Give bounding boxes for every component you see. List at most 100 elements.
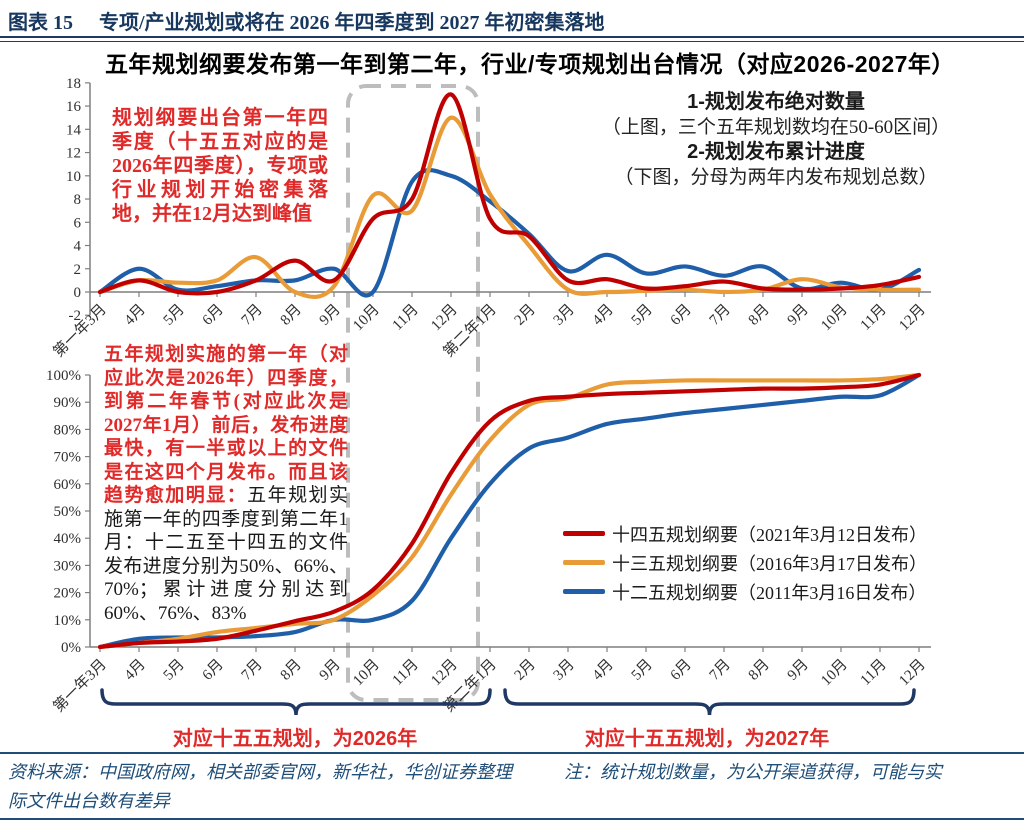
header-rule-thin bbox=[0, 41, 1024, 42]
annotation-right-sub-1: （上图，三个五年规划数均在50-60区间） bbox=[601, 117, 951, 138]
annotation-bottom-left-black: 五年规划实施第一年的四季度到第二年1月：十二五至十四五的文件发布进度分别为50%… bbox=[104, 485, 348, 624]
annotation-right-sub-2: （下图，分母为两年内发布规划总数） bbox=[614, 167, 938, 188]
y-tick-label: 0% bbox=[61, 640, 81, 656]
x-tick-label: 9月 bbox=[785, 657, 812, 684]
x-tick-label: 11月 bbox=[858, 657, 890, 689]
y-tick-label: 10% bbox=[54, 613, 82, 629]
chart-main-title: 五年规划纲要发布第一年到第二年，行业/专项规划出台情况（对应2026-2027年… bbox=[105, 51, 955, 77]
x-tick-label: 5月 bbox=[629, 657, 656, 684]
y-tick-label: 20% bbox=[54, 586, 82, 602]
x-tick-label: 12月 bbox=[896, 657, 929, 690]
y-tick-label: 14 bbox=[66, 122, 82, 138]
series-line-top bbox=[97, 115, 922, 300]
legend-item: 十二五规划纲要（2011年3月16日发布） bbox=[563, 577, 927, 606]
y-tick-label: 90% bbox=[54, 395, 82, 411]
legend-line-swatch bbox=[563, 531, 605, 536]
x-tick-label: 12月 bbox=[896, 302, 929, 335]
brace-label-2027: 对应十五五规划，为2027年 bbox=[584, 728, 830, 750]
series-line-bottom bbox=[97, 372, 922, 650]
x-tick-label: 10月 bbox=[818, 657, 851, 690]
y-tick-label: 70% bbox=[54, 450, 82, 466]
figure-header: 图表 15 专项/产业规划或将在 2026 年四季度到 2027 年初密集落地 bbox=[8, 6, 1016, 35]
y-tick-label: 10 bbox=[66, 169, 81, 185]
x-tick-label: 5月 bbox=[161, 302, 188, 329]
legend-line-swatch bbox=[563, 560, 605, 565]
x-tick-label: 9月 bbox=[785, 302, 812, 329]
x-tick-label: 2月 bbox=[512, 657, 539, 684]
legend-label: 十三五规划纲要（2016年3月17日发布） bbox=[612, 553, 927, 574]
y-tick-label: 50% bbox=[54, 504, 82, 520]
x-tick-label: 6月 bbox=[200, 302, 227, 329]
y-tick-label: 12 bbox=[66, 146, 81, 162]
x-tick-label: 7月 bbox=[707, 302, 734, 329]
series-line-top bbox=[97, 92, 922, 296]
y-tick-label: 2 bbox=[74, 262, 82, 278]
x-tick-label: 12月 bbox=[428, 302, 461, 335]
annotation-top-right: 1-规划发布绝对数量 （上图，三个五年规划数均在50-60区间） 2-规划发布累… bbox=[548, 90, 1004, 190]
x-tick-label: 7月 bbox=[239, 657, 266, 684]
series-line-bottom bbox=[97, 372, 922, 650]
x-tick-label: 4月 bbox=[590, 657, 617, 684]
y-tick-label: 8 bbox=[74, 192, 82, 208]
source-note: 资料来源：中国政府网，相关部委官网，新华社，华创证券整理 注：统计规划数量，为公开… bbox=[8, 758, 953, 816]
legend-item: 十四五规划纲要（2021年3月12日发布） bbox=[563, 519, 927, 548]
legend-label: 十二五规划纲要（2011年3月16日发布） bbox=[612, 582, 927, 603]
x-tick-label: 5月 bbox=[629, 302, 656, 329]
y-tick-label: 18 bbox=[66, 76, 81, 92]
annotation-right-heading-1: 1-规划发布绝对数量 bbox=[687, 91, 865, 113]
annotation-right-heading-2: 2-规划发布累计进度 bbox=[687, 141, 865, 163]
x-tick-label: 10月 bbox=[350, 302, 383, 335]
x-tick-label: 8月 bbox=[746, 657, 773, 684]
note-text: 注：统计规划数量，为公开渠道获得，可能与实际文件出台数有差异 bbox=[8, 762, 942, 811]
brace-year-2027 bbox=[503, 688, 916, 716]
y-tick-label: 40% bbox=[54, 531, 82, 547]
x-tick-label: 6月 bbox=[668, 657, 695, 684]
x-tick-label: 8月 bbox=[746, 302, 773, 329]
page-bottom-rule bbox=[0, 818, 1024, 820]
legend-line-swatch bbox=[563, 589, 605, 594]
x-tick-label: 10月 bbox=[350, 657, 383, 690]
x-tick-label: 2月 bbox=[512, 302, 539, 329]
x-tick-label: 12月 bbox=[428, 657, 461, 690]
x-tick-label: 3月 bbox=[551, 657, 578, 684]
x-tick-label: 11月 bbox=[390, 657, 422, 689]
annotation-top-left: 规划纲要出台第一年四季度（十五五对应的是2026年四季度），专项或行业规划开始密… bbox=[112, 107, 328, 225]
x-tick-label: 8月 bbox=[278, 302, 305, 329]
legend-label: 十四五规划纲要（2021年3月12日发布） bbox=[612, 524, 927, 545]
header-rule-thick bbox=[0, 36, 1024, 38]
x-tick-label: 9月 bbox=[317, 302, 344, 329]
x-tick-label: 10月 bbox=[818, 302, 851, 335]
y-tick-label: 16 bbox=[66, 99, 82, 115]
annotation-bottom-left: 五年规划实施的第一年（对应此次是2026年）四季度，到第二年春节(对应此次是20… bbox=[104, 343, 348, 625]
y-tick-label: -2 bbox=[69, 308, 82, 324]
y-tick-label: 30% bbox=[54, 558, 82, 574]
y-tick-label: 0 bbox=[74, 285, 82, 301]
y-tick-label: 60% bbox=[54, 477, 82, 493]
y-tick-label: 80% bbox=[54, 422, 82, 438]
x-tick-label: 6月 bbox=[668, 302, 695, 329]
chart-legend: 十四五规划纲要（2021年3月12日发布） 十三五规划纲要（2016年3月17日发… bbox=[563, 519, 927, 606]
x-tick-label: 4月 bbox=[122, 657, 149, 684]
x-tick-label: 5月 bbox=[161, 657, 188, 684]
y-tick-label: 4 bbox=[74, 239, 82, 255]
highlight-window-box bbox=[346, 84, 480, 702]
figure-number: 图表 15 bbox=[8, 12, 73, 34]
x-tick-label: 8月 bbox=[278, 657, 305, 684]
x-tick-label: 4月 bbox=[122, 302, 149, 329]
x-tick-label: 7月 bbox=[239, 302, 266, 329]
source-text: 资料来源：中国政府网，相关部委官网，新华社，华创证券整理 bbox=[8, 762, 512, 782]
brace-label-2026: 对应十五五规划，为2026年 bbox=[172, 728, 418, 750]
series-line-bottom bbox=[97, 372, 922, 650]
figure-title: 专项/产业规划或将在 2026 年四季度到 2027 年初密集落地 bbox=[99, 12, 605, 34]
x-tick-label: 3月 bbox=[551, 302, 578, 329]
y-tick-label: 100% bbox=[46, 368, 81, 384]
brace-year-2026 bbox=[100, 688, 492, 716]
x-tick-label: 第一年3月 bbox=[49, 655, 109, 715]
x-tick-label: 4月 bbox=[590, 302, 617, 329]
x-tick-label: 6月 bbox=[200, 657, 227, 684]
x-tick-label: 7月 bbox=[707, 657, 734, 684]
x-tick-label: 11月 bbox=[390, 302, 422, 334]
legend-item: 十三五规划纲要（2016年3月17日发布） bbox=[563, 548, 927, 577]
